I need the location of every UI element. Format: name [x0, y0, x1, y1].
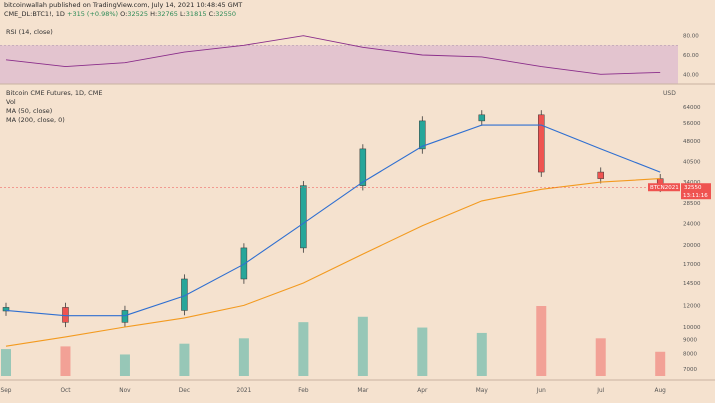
time-tick-label: Jun: [536, 388, 546, 394]
rsi-tick-label: 80.00: [683, 34, 699, 40]
ma200-line: [5, 178, 661, 347]
rsi-band: [0, 45, 678, 84]
rsi-line: [5, 35, 661, 75]
price-tick-label: 56000: [683, 121, 701, 127]
time-tick-label: Mar: [357, 388, 369, 394]
price-tick-label: 14500: [683, 281, 701, 287]
price-tick-label: 10000: [683, 325, 701, 331]
price-tick-label: 8000: [683, 351, 697, 357]
low-value: 31815: [185, 10, 207, 18]
time-tick-label: Apr: [417, 388, 428, 394]
time-tick-label: Aug: [655, 388, 667, 394]
candle-body: [62, 307, 69, 323]
currency-label: USD: [663, 90, 676, 97]
time-tick-label: May: [476, 388, 489, 394]
time-tick-label: Sep: [1, 388, 12, 394]
time-tick-label: 2021: [237, 388, 252, 394]
price-tick-label: 24000: [683, 221, 701, 227]
price-tick-label: 64000: [683, 105, 701, 111]
price-change: +315 (+0.98%): [67, 10, 119, 18]
time-tick-label: Feb: [298, 388, 309, 394]
symbol-label: CME_DL:BTC1!, 1D: [4, 10, 65, 18]
candle-body: [2, 307, 10, 312]
close-label: C:: [208, 10, 216, 18]
ma50-line: [5, 124, 661, 317]
rsi-tick-label: 40.00: [683, 72, 699, 78]
volume-bar: [238, 338, 249, 376]
countdown-badge-text: 13:11:16: [683, 193, 708, 199]
candle-body: [359, 148, 367, 186]
price-tick-label: 17000: [683, 262, 701, 268]
candle-body: [300, 185, 307, 249]
symbol-badge-text: BTCN2021: [650, 185, 679, 191]
rsi-title: RSI (14, close): [6, 28, 53, 36]
price-tick-label: 40500: [683, 159, 701, 165]
time-tick-label: Nov: [119, 388, 131, 394]
vol-label: Vol: [6, 98, 16, 106]
volume-bar: [536, 306, 547, 376]
candle-body: [597, 171, 604, 179]
candle-body: [538, 114, 545, 173]
volume-bar: [119, 354, 130, 376]
volume-bar: [179, 343, 190, 376]
volume-bar: [60, 346, 71, 376]
candle-body: [419, 120, 426, 150]
price-tick-label: 28500: [683, 201, 701, 207]
time-tick-label: Jul: [596, 388, 604, 394]
ma200-label: MA (200, close, 0): [6, 116, 65, 124]
time-tick-label: Oct: [60, 388, 71, 394]
open-label: O:: [120, 10, 128, 18]
high-label: H:: [150, 10, 158, 18]
low-label: L:: [179, 10, 186, 18]
price-tick-label: 34000: [683, 180, 701, 186]
time-tick-label: Dec: [179, 388, 190, 394]
open-value: 32525: [127, 10, 149, 18]
price-tick-label: 7000: [683, 367, 697, 373]
price-tick-label: 12000: [683, 303, 701, 309]
price-tick-label: 48000: [683, 139, 701, 145]
high-value: 32765: [157, 10, 178, 18]
price-badge-text: 32550: [684, 185, 702, 191]
price-title: Bitcoin CME Futures, 1D, CME: [6, 89, 102, 97]
candle-body: [240, 247, 248, 280]
volume-bar: [357, 316, 368, 376]
candle-body: [121, 310, 129, 323]
price-tick-label: 9000: [683, 337, 697, 343]
rsi-tick-label: 60.00: [683, 53, 699, 59]
volume-bar: [417, 327, 428, 376]
price-badge: [681, 183, 711, 200]
volume-bar: [1, 349, 11, 376]
symbol-ohlc-line: CME_DL:BTC1!, 1D +315 (+0.98%) O:32525 H…: [4, 11, 236, 18]
price-tick-label: 20000: [683, 243, 701, 249]
time-axis: Sep Oct Nov Dec 2021 Feb Mar Apr May Jun Jul Aug: [0, 379, 715, 394]
ma50-label: MA (50, close): [6, 107, 52, 115]
volume-bar: [476, 332, 487, 376]
symbol-badge: [648, 183, 680, 192]
volume-bar: [595, 338, 606, 376]
close-value: 32550: [215, 10, 236, 18]
candle-body: [478, 114, 486, 122]
publisher-line: bitcoinwallah published on TradingView.c…: [4, 1, 243, 9]
last-price-badges: BTCN2021 32550 13:11:16: [648, 183, 711, 200]
rsi-panel: RSI (14, close) 80.00 60.00 40.00: [0, 28, 715, 85]
price-panel: Bitcoin CME Futures, 1D, CME Vol MA (50,…: [0, 89, 711, 376]
volume-bar: [655, 351, 666, 376]
volume-bar: [298, 322, 309, 376]
